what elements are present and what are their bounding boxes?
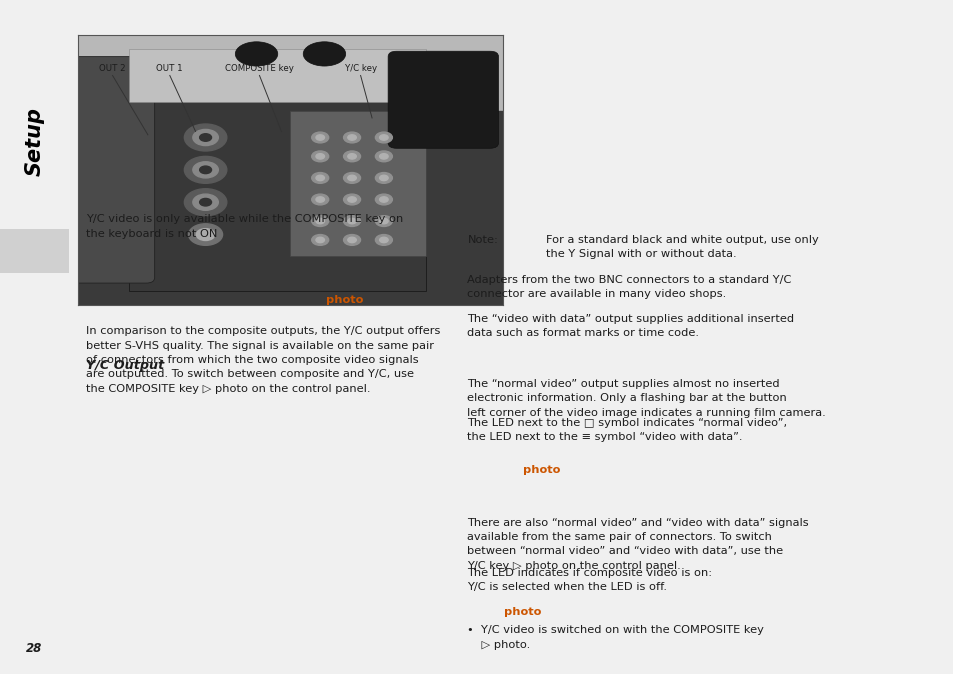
Bar — [0, 229, 69, 273]
Circle shape — [348, 218, 355, 224]
Text: OUT 2: OUT 2 — [99, 64, 126, 73]
Circle shape — [375, 216, 392, 226]
Circle shape — [312, 132, 329, 143]
FancyBboxPatch shape — [70, 57, 154, 283]
Circle shape — [184, 156, 227, 183]
Circle shape — [343, 194, 360, 205]
Circle shape — [348, 175, 355, 181]
Circle shape — [199, 166, 212, 174]
Circle shape — [379, 237, 388, 243]
Text: COMPOSITE key: COMPOSITE key — [225, 64, 294, 73]
Circle shape — [343, 173, 360, 183]
Circle shape — [375, 132, 392, 143]
Circle shape — [312, 194, 329, 205]
Text: Y/C key: Y/C key — [344, 64, 376, 73]
Circle shape — [315, 218, 324, 224]
Text: Y/C video is only available while the COMPOSITE key on
the keyboard is not ON: Y/C video is only available while the CO… — [86, 214, 403, 239]
Circle shape — [348, 135, 355, 140]
Bar — [129, 59, 426, 291]
Text: In comparison to the composite outputs, the Y/C output offers
better S-VHS quali: In comparison to the composite outputs, … — [86, 326, 439, 394]
Circle shape — [343, 151, 360, 162]
Circle shape — [379, 175, 388, 181]
FancyBboxPatch shape — [388, 51, 498, 148]
Circle shape — [312, 173, 329, 183]
Text: The “video with data” output supplies additional inserted
data such as format ma: The “video with data” output supplies ad… — [467, 314, 794, 338]
Circle shape — [348, 154, 355, 159]
Circle shape — [379, 154, 388, 159]
Circle shape — [348, 237, 355, 243]
Circle shape — [199, 133, 212, 142]
Circle shape — [193, 129, 218, 146]
Text: Y/C Output: Y/C Output — [86, 359, 164, 371]
Circle shape — [184, 189, 227, 216]
Circle shape — [375, 194, 392, 205]
Circle shape — [343, 235, 360, 245]
Text: There are also “normal video” and “video with data” signals
available from the s: There are also “normal video” and “video… — [467, 518, 808, 571]
Circle shape — [315, 154, 324, 159]
Circle shape — [193, 162, 218, 178]
Circle shape — [312, 151, 329, 162]
Text: OUT 1: OUT 1 — [156, 64, 183, 73]
Text: photo: photo — [522, 465, 559, 475]
Text: The LED indicates if composite video is on:
Y/C is selected when the LED is off.: The LED indicates if composite video is … — [467, 568, 712, 592]
Circle shape — [189, 224, 222, 245]
Circle shape — [348, 197, 355, 202]
Circle shape — [312, 216, 329, 226]
Text: The “normal video” output supplies almost no inserted
electronic information. On: The “normal video” output supplies almos… — [467, 379, 825, 418]
Circle shape — [184, 124, 227, 151]
Circle shape — [379, 197, 388, 202]
Text: photo: photo — [503, 607, 540, 617]
Text: Note:: Note: — [467, 235, 497, 245]
Bar — [290, 111, 426, 256]
Text: Setup: Setup — [25, 107, 44, 176]
Text: For a standard black and white output, use only
the Y Signal with or without dat: For a standard black and white output, u… — [545, 235, 818, 259]
Circle shape — [193, 194, 218, 210]
Ellipse shape — [235, 42, 277, 66]
Ellipse shape — [303, 42, 345, 66]
Text: •  Y/C video is switched on with the COMPOSITE key
    ▷ photo.: • Y/C video is switched on with the COMP… — [467, 625, 763, 650]
Circle shape — [199, 198, 212, 206]
Text: 28: 28 — [26, 642, 43, 655]
Circle shape — [315, 135, 324, 140]
Circle shape — [379, 135, 388, 140]
Text: Adapters from the two BNC connectors to a standard Y/C
connector are available i: Adapters from the two BNC connectors to … — [467, 275, 791, 299]
Circle shape — [315, 197, 324, 202]
Bar — [129, 49, 426, 102]
Circle shape — [375, 235, 392, 245]
Circle shape — [315, 175, 324, 181]
Circle shape — [379, 218, 388, 224]
Circle shape — [312, 235, 329, 245]
Circle shape — [343, 132, 360, 143]
Circle shape — [375, 151, 392, 162]
Text: The LED next to the □ symbol indicates “normal video”,
the LED next to the ≡ sym: The LED next to the □ symbol indicates “… — [467, 418, 787, 442]
Circle shape — [343, 216, 360, 226]
Circle shape — [315, 237, 324, 243]
Circle shape — [375, 173, 392, 183]
Circle shape — [196, 228, 214, 241]
Text: photo: photo — [326, 295, 363, 305]
